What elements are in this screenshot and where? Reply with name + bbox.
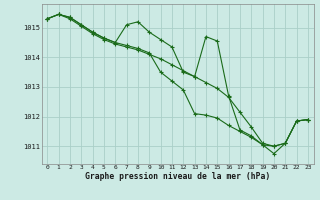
X-axis label: Graphe pression niveau de la mer (hPa): Graphe pression niveau de la mer (hPa) (85, 172, 270, 181)
